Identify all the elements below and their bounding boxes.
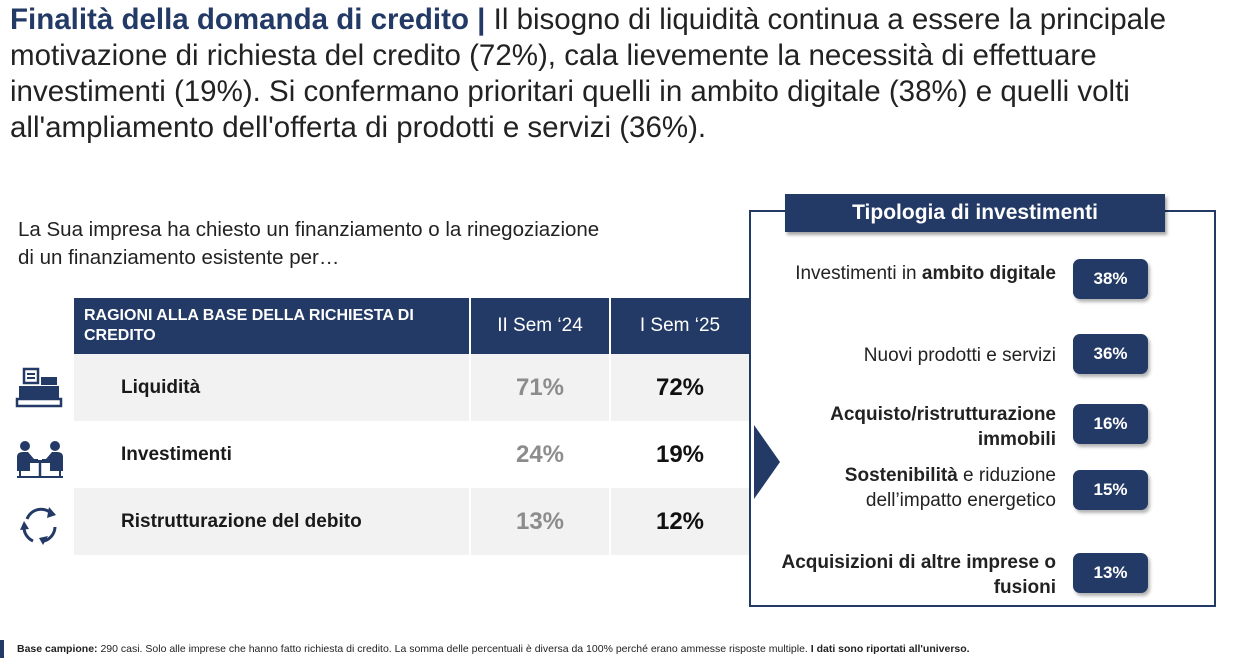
arrow-pointer-icon	[754, 425, 780, 499]
headline-title: Finalità della domanda di credito	[10, 3, 469, 36]
investment-value-badge: 16%	[1073, 404, 1148, 444]
investment-value-badge: 13%	[1073, 553, 1148, 593]
value-2024: 13%	[469, 488, 610, 555]
cash-register-icon	[15, 367, 63, 408]
investment-label: Acquisto/ristrutturazione immobili	[830, 404, 1056, 450]
value-2025: 72%	[609, 354, 749, 421]
reason-label: Ristrutturazione del debito	[74, 488, 470, 555]
value-2025: 12%	[609, 488, 749, 555]
reasons-table: RAGIONI ALLA BASE DELLA RICHIESTA DI CRE…	[74, 298, 749, 555]
investment-value-badge: 38%	[1073, 259, 1148, 299]
reason-column-header: RAGIONI ALLA BASE DELLA RICHIESTA DI CRE…	[74, 298, 470, 354]
refresh-cycle-icon	[20, 507, 57, 545]
investment-label: Acquisizioni di altre imprese o fusioni	[781, 552, 1056, 598]
headline-separator: |	[468, 3, 494, 36]
value-2025: 19%	[609, 421, 749, 488]
value-2024: 71%	[469, 354, 610, 421]
investment-label: Sostenibilità e riduzione dell’impatto e…	[844, 465, 1056, 511]
survey-question: La Sua impresa ha chiesto un finanziamen…	[18, 218, 600, 269]
table-row: Investimenti 24% 19%	[74, 421, 749, 488]
semester-1-2025-header: I Sem ‘25	[609, 298, 749, 354]
reason-label: Liquidità	[74, 354, 470, 421]
headline: Finalità della domanda di credito | Il b…	[10, 2, 1225, 146]
semester-2-2024-header: II Sem ‘24	[469, 298, 610, 354]
meeting-people-icon	[17, 441, 63, 478]
table-row: Ristrutturazione del debito 13% 12%	[74, 488, 749, 555]
investment-value-badge: 15%	[1073, 470, 1148, 510]
headline-text: Il bisogno di liquidità continua a esser…	[10, 3, 1166, 144]
investment-label: Investimenti in ambito digitale	[795, 263, 1056, 284]
investment-types-title: Tipologia di investimenti	[785, 194, 1165, 232]
reason-label: Investimenti	[121, 443, 232, 465]
value-2024: 24%	[469, 421, 610, 488]
table-row: Liquidità 71% 72%	[74, 354, 749, 421]
footnote-marker	[0, 640, 4, 658]
footnote: Base campione: 290 casi. Solo alle impre…	[17, 643, 970, 655]
investment-value-badge: 36%	[1073, 334, 1148, 374]
investment-label: Nuovi prodotti e servizi	[863, 345, 1056, 366]
